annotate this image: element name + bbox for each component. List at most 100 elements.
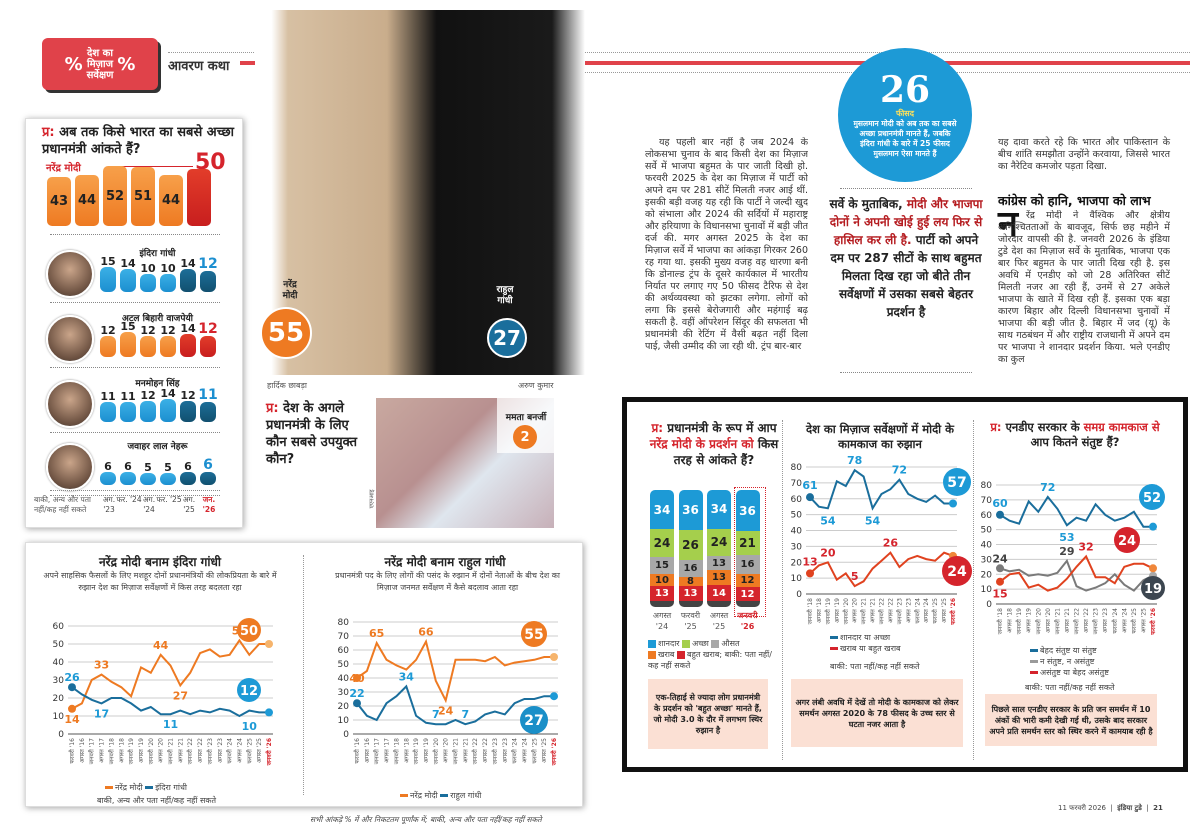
x-tick-label: जनवरी '23 — [491, 738, 499, 765]
x-tick-label: जनवरी '21 — [452, 738, 460, 765]
x-tick-label: फरवरी '25 — [530, 738, 538, 764]
x-tick-label: जनवरी '21 — [167, 738, 175, 765]
badge-value: 27 — [524, 713, 543, 729]
legend-swatch — [830, 647, 838, 650]
x-tick-label: अगस्त '25 — [541, 738, 548, 763]
badge-value: 50 — [240, 624, 258, 639]
x-tick-label: जनवरी '20 — [432, 738, 440, 765]
bar — [180, 471, 196, 485]
bar — [180, 333, 196, 357]
x-tick-label: अगस्त '21 — [870, 598, 877, 623]
trend-footnote: बाकी: पता नहीं/कह नहीं सकते — [830, 662, 920, 671]
bar-segment: 36 — [735, 490, 760, 532]
data-label: 13 — [802, 555, 817, 568]
category-label: अगस्त '24 — [652, 611, 672, 631]
badge-value: 24 — [947, 564, 967, 580]
bar: 44 — [75, 175, 99, 226]
divider — [50, 234, 220, 235]
rahul-photo-label: राहुल गांधी — [496, 285, 514, 306]
data-label: 14 — [64, 713, 80, 726]
stacked-bar: 36 26 16 8 13 — [678, 490, 703, 607]
bar-value: 6 — [203, 456, 213, 473]
x-tick-label: अगस्त '18 — [403, 738, 410, 763]
x-tick-label: फरवरी '24 — [1111, 608, 1119, 634]
badge-value: 19 — [1144, 582, 1162, 597]
x-tick-label: जनवरी '26 — [265, 738, 273, 766]
y-tick-label: 0 — [796, 590, 802, 600]
modi-indira-footnote: बाकी, अन्य और पता नहीं/कह नहीं सकते — [97, 796, 217, 805]
end-point — [1149, 522, 1157, 531]
photo-credit-right: अरुण कुमार — [518, 381, 554, 390]
y-tick-label: 40 — [338, 674, 350, 684]
series-line — [71, 686, 269, 718]
x-tick-label: अगस्त '25 — [256, 738, 263, 763]
data-label: 66 — [418, 626, 434, 639]
bar — [200, 402, 216, 422]
x-tick-label: अगस्त '18 — [1007, 608, 1014, 633]
x-tick-label: जनवरी '18 — [392, 738, 400, 765]
leader-avatar — [46, 443, 94, 491]
bar-segment: 12 — [735, 587, 760, 601]
y-tick-label: 60 — [338, 646, 350, 656]
x-tick-label: अगस्त '16 — [79, 738, 86, 763]
end-point — [265, 640, 273, 648]
data-label: 24 — [438, 704, 454, 717]
y-tick-label: 50 — [338, 660, 350, 670]
data-label: 17 — [94, 707, 109, 720]
y-tick-label: 60 — [53, 622, 65, 632]
article-subhead: कांग्रेस को हानि, भाजपा को लाभ — [998, 193, 1151, 208]
y-tick-label: 60 — [791, 495, 803, 505]
x-tick-label: जनवरी '23 — [1092, 608, 1100, 635]
section-label: आवरण कथा — [168, 59, 230, 74]
y-tick-label: 0 — [986, 600, 992, 610]
modi-indira-chart: 0 10 20 30 40 50 60 फरवरी '16 अगस्त '16 जनवरी '17… — [53, 618, 273, 766]
x-tick-label: फरवरी '25 — [245, 738, 253, 764]
y-tick-label: 20 — [53, 694, 65, 704]
bar-value: 44 — [161, 193, 181, 209]
legend-swatch — [1030, 671, 1038, 674]
survey-logo: % देश का मिज़ाज सर्वेक्षण % — [42, 38, 158, 90]
modi-indira-title: नरेंद्र मोदी बनाम इंदिरा गांधी — [99, 555, 221, 569]
x-tick-label: जनवरी '18 — [806, 598, 814, 625]
bar-base — [707, 600, 731, 607]
data-label: 7 — [462, 708, 470, 721]
x-tick-label: अगस्त '18 — [118, 738, 125, 763]
data-label: 27 — [173, 689, 188, 702]
y-tick-label: 80 — [791, 463, 803, 473]
modi-photo-label: नरेंद्र मोदी — [282, 280, 298, 301]
modi-score-badge: 55 — [260, 307, 312, 359]
x-tick-label: अगस्त '23 — [217, 738, 224, 763]
header-rule — [560, 52, 1190, 53]
category-label: जनवरी '26 — [737, 611, 758, 631]
bar — [200, 471, 216, 485]
start-point — [806, 493, 814, 502]
bar — [100, 402, 116, 422]
pullquote: सर्वे के मुताबिक, मोदी और भाजपा दोनों ने… — [829, 197, 983, 319]
stat-unit: फीसद — [896, 108, 914, 118]
bar-value: 6 — [184, 459, 192, 473]
header-rule — [168, 52, 288, 53]
data-label: 72 — [892, 464, 907, 477]
bar-value: 15 — [100, 255, 116, 269]
category-label: फरवरी '25 — [680, 611, 701, 631]
next-pm-question: प्र: देश के अगले प्रधानमंत्री के लिए कौन… — [266, 401, 358, 467]
bar — [120, 332, 136, 357]
x-tick-label: अगस्त '19 — [423, 738, 430, 763]
bar-segment: 13 — [707, 555, 731, 571]
data-label: 54 — [820, 514, 836, 527]
data-label: 34 — [399, 670, 415, 683]
bar — [140, 401, 156, 422]
x-tick-label: अगस्त '24 — [1121, 608, 1128, 633]
x-tick-label: फरवरी '26 — [949, 598, 957, 626]
y-tick-label: 40 — [791, 527, 803, 537]
bar-value: 6 — [124, 459, 132, 473]
perf-question: प्र: प्रधानमंत्री के रूप में आप नरेंद्र … — [649, 421, 779, 467]
modi-rahul-photo — [255, 10, 585, 375]
badge-value: 55 — [524, 627, 543, 643]
bar — [180, 268, 196, 292]
x-tick-label: जनवरी '17 — [88, 738, 96, 765]
start-point — [996, 510, 1004, 519]
photo-credit: एएनआइ — [368, 489, 376, 509]
